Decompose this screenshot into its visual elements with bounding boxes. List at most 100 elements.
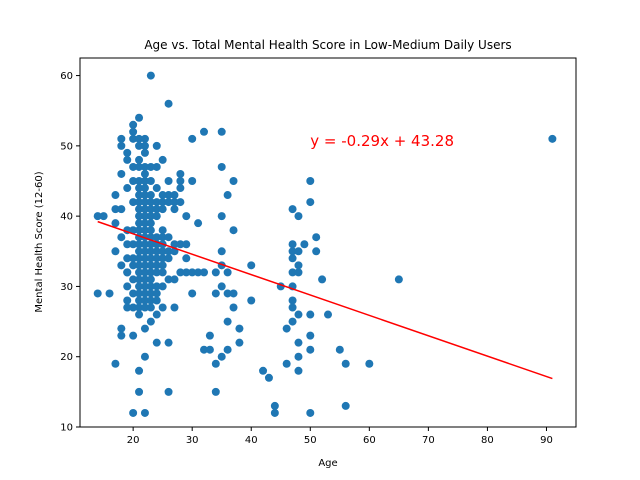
scatter-point [318, 275, 327, 284]
scatter-point [129, 331, 138, 340]
scatter-point [146, 282, 155, 291]
scatter-point [164, 275, 173, 284]
scatter-point [217, 352, 226, 361]
scatter-point [205, 331, 214, 340]
scatter-point [135, 282, 144, 291]
scatter-point [117, 233, 126, 242]
scatter-point [182, 212, 191, 221]
scatter-point [129, 254, 138, 263]
scatter-point [288, 268, 297, 277]
regression-layer [97, 220, 553, 380]
scatter-point [117, 331, 126, 340]
scatter-point [152, 261, 161, 270]
scatter-point [152, 212, 161, 221]
scatter-point [140, 212, 149, 221]
scatter-point [140, 296, 149, 305]
x-tick-label: 60 [363, 435, 376, 446]
scatter-point [140, 247, 149, 256]
scatter-point [129, 198, 138, 207]
scatter-point [123, 303, 132, 312]
scatter-point [182, 268, 191, 277]
scatter-point [306, 345, 315, 354]
scatter-point [170, 205, 179, 214]
scatter-point [300, 240, 309, 249]
scatter-point [140, 254, 149, 263]
scatter-point [288, 240, 297, 249]
scatter-point [158, 261, 167, 270]
scatter-point [211, 387, 220, 396]
scatter-point [140, 226, 149, 235]
scatter-point [170, 303, 179, 312]
scatter-point [312, 233, 321, 242]
x-tick-label: 70 [422, 435, 435, 446]
scatter-point [152, 205, 161, 214]
scatter-point [129, 408, 138, 417]
scatter-point [306, 310, 315, 319]
scatter-point [140, 275, 149, 284]
scatter-point [140, 169, 149, 178]
regression-equation-label: y = -0.29x + 43.28 [310, 132, 454, 150]
scatter-point [158, 268, 167, 277]
scatter-point [288, 317, 297, 326]
scatter-point [229, 177, 238, 185]
scatter-point [140, 240, 149, 249]
scatter-point [129, 120, 138, 129]
scatter-point [229, 289, 238, 298]
scatter-point [140, 282, 149, 291]
scatter-point [105, 289, 114, 298]
scatter-point [294, 352, 303, 361]
scatter-point [264, 373, 273, 382]
scatter-point [140, 268, 149, 277]
y-tick-label: 10 [60, 423, 73, 434]
scatter-point [93, 289, 102, 298]
x-tick-label: 80 [481, 435, 494, 446]
scatter-point [140, 205, 149, 214]
scatter-point [135, 219, 144, 228]
scatter-point [188, 289, 197, 298]
scatter-point [194, 268, 203, 277]
scatter-point [229, 226, 238, 235]
scatter-point [135, 191, 144, 200]
scatter-point [135, 247, 144, 256]
scatter-point [158, 205, 167, 214]
scatter-point [158, 233, 167, 242]
x-axis-label: Age [318, 458, 337, 469]
scatter-point [135, 226, 144, 235]
scatter-point [129, 162, 138, 171]
scatter-point [176, 240, 185, 249]
scatter-point [123, 254, 132, 263]
scatter-point [341, 359, 350, 368]
scatter-point [135, 268, 144, 277]
scatter-point [217, 282, 226, 291]
scatter-point [365, 359, 374, 368]
scatter-point [146, 162, 155, 171]
scatter-point [211, 359, 220, 368]
scatter-point [123, 155, 132, 164]
scatter-point [135, 240, 144, 249]
scatter-point [288, 247, 297, 256]
scatter-point [129, 240, 138, 249]
scatter-point [170, 240, 179, 249]
scatter-point [176, 268, 185, 277]
scatter-point [158, 155, 167, 164]
scatter-point [335, 345, 344, 354]
scatter-point [294, 261, 303, 270]
scatter-point [129, 261, 138, 270]
scatter-point [129, 226, 138, 235]
scatter-point [135, 366, 144, 375]
scatter-point [152, 296, 161, 305]
scatter-point [223, 191, 232, 200]
scatter-point [140, 261, 149, 270]
scatter-point [146, 296, 155, 305]
scatter-point [170, 198, 179, 207]
scatter-point [152, 247, 161, 256]
scatter-point [235, 324, 244, 333]
scatter-point [135, 177, 144, 185]
scatter-point [117, 205, 126, 214]
scatter-point [235, 338, 244, 347]
y-axis-label: Mental Health Score (12-60) [34, 171, 45, 312]
scatter-point [117, 141, 126, 150]
scatter-point [294, 310, 303, 319]
scatter-point [111, 191, 120, 200]
